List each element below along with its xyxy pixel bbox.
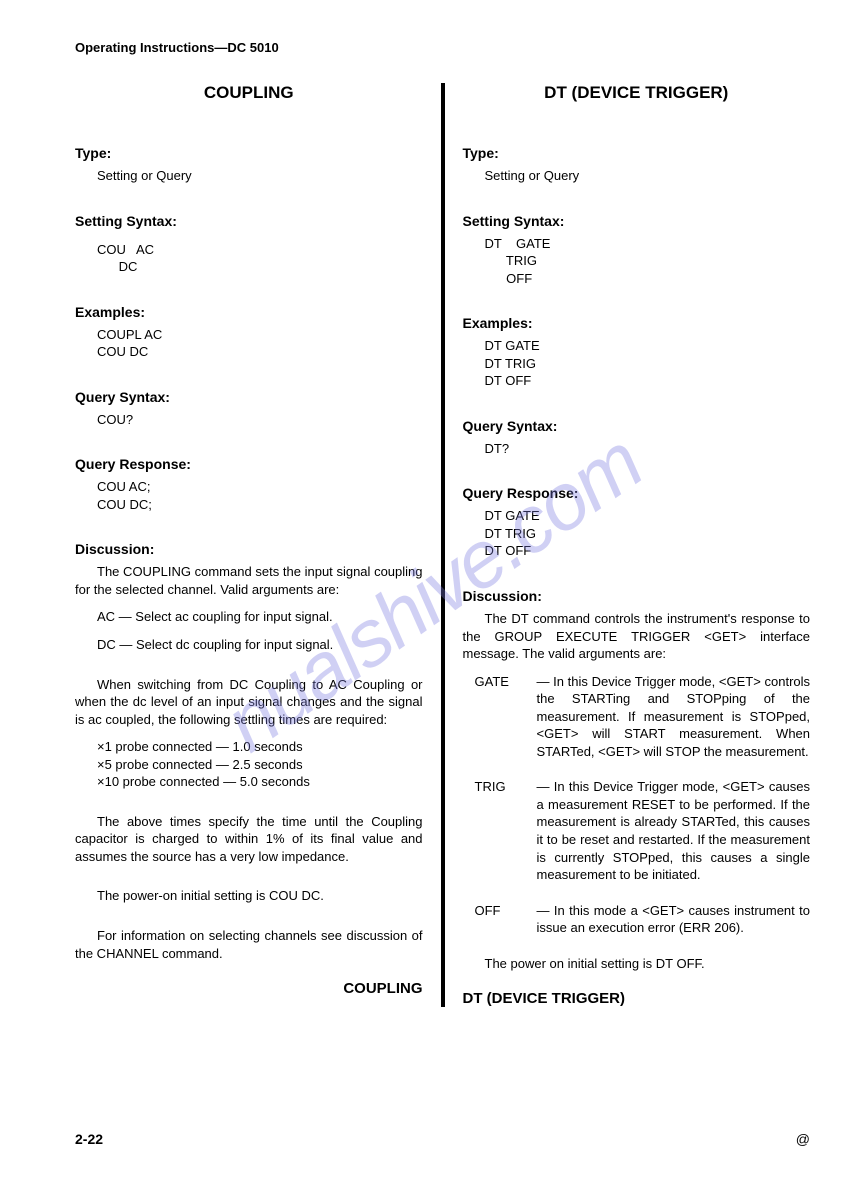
type-label: Type: (463, 145, 811, 161)
def-off: OFF — In this mode a <GET> causes instru… (463, 902, 811, 937)
def-term: GATE (463, 673, 537, 761)
query-syntax: COU? (97, 411, 423, 429)
page-number: 2-22 (75, 1131, 103, 1147)
discussion-para: The power on initial setting is DT OFF. (463, 955, 811, 973)
discussion-para: When switching from DC Coupling to AC Co… (75, 676, 423, 729)
discussion-dc: DC — Select dc coupling for input signal… (97, 636, 423, 654)
def-term: OFF (463, 902, 537, 937)
examples-label: Examples: (75, 304, 423, 320)
query-response-label: Query Response: (463, 485, 811, 501)
column-coupling: COUPLING Type: Setting or Query Setting … (75, 83, 441, 1007)
discussion-label: Discussion: (75, 541, 423, 557)
type-body: Setting or Query (97, 167, 423, 185)
page-mark: @ (796, 1131, 810, 1147)
discussion-para: The COUPLING command sets the input sign… (75, 563, 423, 598)
discussion-para: For information on selecting channels se… (75, 927, 423, 962)
doc-header: Operating Instructions—DC 5010 (75, 40, 810, 55)
def-desc: — In this Device Trigger mode, <GET> cau… (537, 778, 811, 883)
query-syntax-label: Query Syntax: (75, 389, 423, 405)
footer-tag-dt: DT (DEVICE TRIGGER) (463, 990, 811, 1007)
setting-syntax-label: Setting Syntax: (463, 213, 811, 229)
discussion-para: The power-on initial setting is COU DC. (75, 887, 423, 905)
discussion-para: The DT command controls the instrument's… (463, 610, 811, 663)
query-syntax-label: Query Syntax: (463, 418, 811, 434)
two-column-layout: COUPLING Type: Setting or Query Setting … (75, 83, 810, 1007)
settling-item: ×10 probe connected — 5.0 seconds (97, 773, 423, 791)
setting-syntax: DT GATE TRIG OFF (485, 235, 811, 288)
def-trig: TRIG — In this Device Trigger mode, <GET… (463, 778, 811, 883)
query-response: COU AC; COU DC; (97, 478, 423, 513)
def-desc: — In this mode a <GET> causes instrument… (537, 902, 811, 937)
examples-label: Examples: (463, 315, 811, 331)
footer-tag-coupling: COUPLING (75, 980, 423, 997)
settling-item: ×1 probe connected — 1.0 seconds (97, 738, 423, 756)
settling-item: ×5 probe connected — 2.5 seconds (97, 756, 423, 774)
setting-syntax-label: Setting Syntax: (75, 213, 423, 229)
page: nualshive.com Operating Instructions—DC … (0, 0, 865, 1185)
discussion-ac: AC — Select ac coupling for input signal… (97, 608, 423, 626)
definition-list: GATE — In this Device Trigger mode, <GET… (463, 673, 811, 937)
def-term: TRIG (463, 778, 537, 883)
settling-list: ×1 probe connected — 1.0 seconds ×5 prob… (97, 738, 423, 791)
discussion-para: The above times specify the time until t… (75, 813, 423, 866)
examples-body: DT GATE DT TRIG DT OFF (485, 337, 811, 390)
page-footer: 2-22 @ (75, 1131, 810, 1147)
discussion-body: The DT command controls the instrument's… (463, 610, 811, 972)
query-syntax: DT? (485, 440, 811, 458)
column-dt: DT (DEVICE TRIGGER) Type: Setting or Que… (445, 83, 811, 1007)
coupling-title: COUPLING (75, 83, 423, 103)
examples-body: COUPL AC COU DC (97, 326, 423, 361)
discussion-body: The COUPLING command sets the input sign… (75, 563, 423, 962)
query-response-label: Query Response: (75, 456, 423, 472)
type-label: Type: (75, 145, 423, 161)
def-gate: GATE — In this Device Trigger mode, <GET… (463, 673, 811, 761)
query-response: DT GATE DT TRIG DT OFF (485, 507, 811, 560)
def-desc: — In this Device Trigger mode, <GET> con… (537, 673, 811, 761)
type-body: Setting or Query (485, 167, 811, 185)
dt-title: DT (DEVICE TRIGGER) (463, 83, 811, 103)
discussion-label: Discussion: (463, 588, 811, 604)
setting-syntax: COU AC DC (97, 241, 423, 276)
